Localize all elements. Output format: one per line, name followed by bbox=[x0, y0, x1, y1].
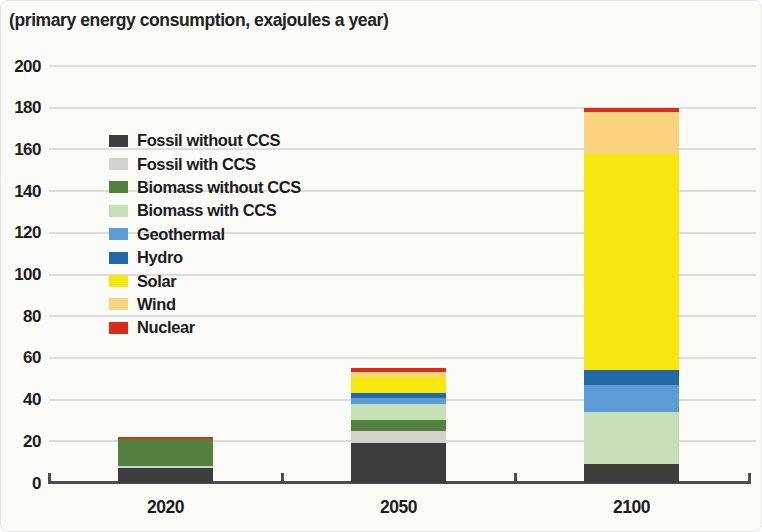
y-tick-label: 40 bbox=[1, 389, 41, 410]
legend-item-fossil-with-ccs: Fossil with CCS bbox=[109, 152, 301, 175]
legend-swatch bbox=[109, 205, 128, 217]
y-tick-label: 100 bbox=[1, 264, 41, 285]
y-tick-label: 180 bbox=[1, 97, 41, 118]
x-axis-tick-3 bbox=[748, 473, 751, 484]
x-category-label: 2020 bbox=[121, 497, 211, 518]
legend-swatch bbox=[109, 298, 128, 310]
bar-2050-nuclear bbox=[351, 368, 446, 372]
bar-2100-solar bbox=[584, 154, 679, 371]
bar-2100-hydro bbox=[584, 370, 679, 385]
legend-item-hydro: Hydro bbox=[109, 246, 301, 269]
legend-swatch bbox=[109, 322, 128, 334]
legend-label: Solar bbox=[137, 272, 176, 291]
legend-label: Biomass with CCS bbox=[137, 201, 276, 220]
chart: (primary energy consumption, exajoules a… bbox=[0, 0, 762, 532]
legend-label: Nuclear bbox=[137, 318, 195, 337]
y-tick-label: 120 bbox=[1, 222, 41, 243]
bar-2020-biomass-without-ccs bbox=[118, 439, 213, 466]
legend-swatch bbox=[109, 252, 128, 264]
bar-2050-fossil-without-ccs bbox=[351, 443, 446, 483]
bar-2020-nuclear bbox=[118, 437, 213, 439]
legend-label: Wind bbox=[137, 295, 176, 314]
bar-2020-fossil-without-ccs bbox=[118, 468, 213, 483]
x-category-label: 2100 bbox=[587, 497, 677, 518]
legend-swatch bbox=[109, 275, 128, 287]
legend-item-biomass-with-ccs: Biomass with CCS bbox=[109, 199, 301, 222]
legend-item-fossil-without-ccs: Fossil without CCS bbox=[109, 129, 301, 152]
legend: Fossil without CCS Fossil with CCS Biomass… bbox=[109, 129, 301, 340]
y-tick-label: 200 bbox=[1, 56, 41, 77]
bar-2050-biomass-without-ccs bbox=[351, 420, 446, 430]
y-tick-label: 60 bbox=[1, 347, 41, 368]
bar-2050-fossil-with-ccs bbox=[351, 431, 446, 444]
bar-2020-fossil-with-ccs bbox=[118, 466, 213, 468]
legend-swatch bbox=[109, 135, 128, 147]
legend-swatch bbox=[109, 158, 128, 170]
x-axis-tick-0 bbox=[48, 473, 51, 484]
legend-label: Fossil with CCS bbox=[137, 155, 256, 174]
legend-item-wind: Wind bbox=[109, 293, 301, 316]
legend-item-biomass-without-ccs: Biomass without CCS bbox=[109, 176, 301, 199]
x-axis-tick-2 bbox=[514, 473, 517, 484]
legend-swatch bbox=[109, 228, 128, 240]
y-tick-label: 80 bbox=[1, 306, 41, 327]
bar-2050-wind bbox=[351, 372, 446, 376]
bar-2100-nuclear bbox=[584, 108, 679, 112]
bar-2100-fossil-without-ccs bbox=[584, 464, 679, 483]
legend-item-nuclear: Nuclear bbox=[109, 316, 301, 339]
legend-label: Hydro bbox=[137, 248, 183, 267]
y-tick-label: 0 bbox=[1, 473, 41, 494]
bar-2100-wind bbox=[584, 112, 679, 154]
bar-2050-hydro bbox=[351, 393, 446, 397]
bar-2050-geothermal bbox=[351, 398, 446, 404]
bar-2050-biomass-with-ccs bbox=[351, 404, 446, 421]
legend-label: Geothermal bbox=[137, 225, 225, 244]
y-tick-label: 20 bbox=[1, 431, 41, 452]
y-tick-label: 160 bbox=[1, 139, 41, 160]
legend-label: Biomass without CCS bbox=[137, 178, 301, 197]
gridline-y-200 bbox=[49, 65, 756, 67]
x-category-label: 2050 bbox=[354, 497, 444, 518]
bar-2050-solar bbox=[351, 377, 446, 394]
bar-2100-geothermal bbox=[584, 385, 679, 412]
x-axis-tick-1 bbox=[281, 473, 284, 484]
legend-item-solar: Solar bbox=[109, 269, 301, 292]
legend-label: Fossil without CCS bbox=[137, 131, 280, 150]
bar-2100-biomass-with-ccs bbox=[584, 412, 679, 464]
legend-swatch bbox=[109, 181, 128, 193]
legend-item-geothermal: Geothermal bbox=[109, 223, 301, 246]
y-tick-label: 140 bbox=[1, 181, 41, 202]
